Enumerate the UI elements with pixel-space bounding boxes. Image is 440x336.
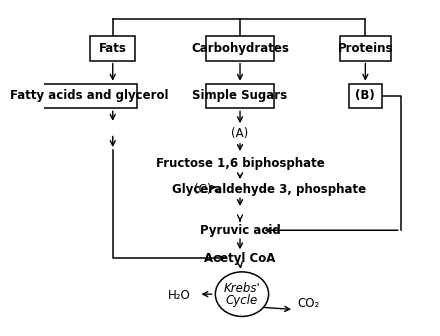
Text: Proteins: Proteins (337, 42, 393, 55)
FancyBboxPatch shape (348, 84, 382, 108)
FancyBboxPatch shape (340, 36, 391, 61)
FancyBboxPatch shape (206, 36, 274, 61)
FancyBboxPatch shape (41, 84, 137, 108)
Text: (B): (B) (356, 89, 375, 102)
Text: Fatty acids and glycerol: Fatty acids and glycerol (10, 89, 169, 102)
Text: Acetyl CoA: Acetyl CoA (204, 252, 276, 265)
Text: Carbohydrates: Carbohydrates (191, 42, 289, 55)
Text: Fructose 1,6 biphosphate: Fructose 1,6 biphosphate (156, 157, 324, 170)
Text: Krebs': Krebs' (224, 282, 260, 295)
Text: Fats: Fats (99, 42, 127, 55)
Text: Glyceraldehyde 3, phosphate: Glyceraldehyde 3, phosphate (172, 183, 367, 196)
FancyBboxPatch shape (90, 36, 135, 61)
Text: H₂O: H₂O (168, 289, 191, 302)
Text: Cycle: Cycle (226, 294, 258, 306)
Text: Simple Sugars: Simple Sugars (192, 89, 288, 102)
Text: CO₂: CO₂ (297, 297, 320, 310)
Text: Pyruvic acid: Pyruvic acid (200, 224, 280, 237)
Text: (A): (A) (231, 127, 249, 140)
FancyBboxPatch shape (206, 84, 274, 108)
Text: (C): (C) (194, 183, 212, 196)
